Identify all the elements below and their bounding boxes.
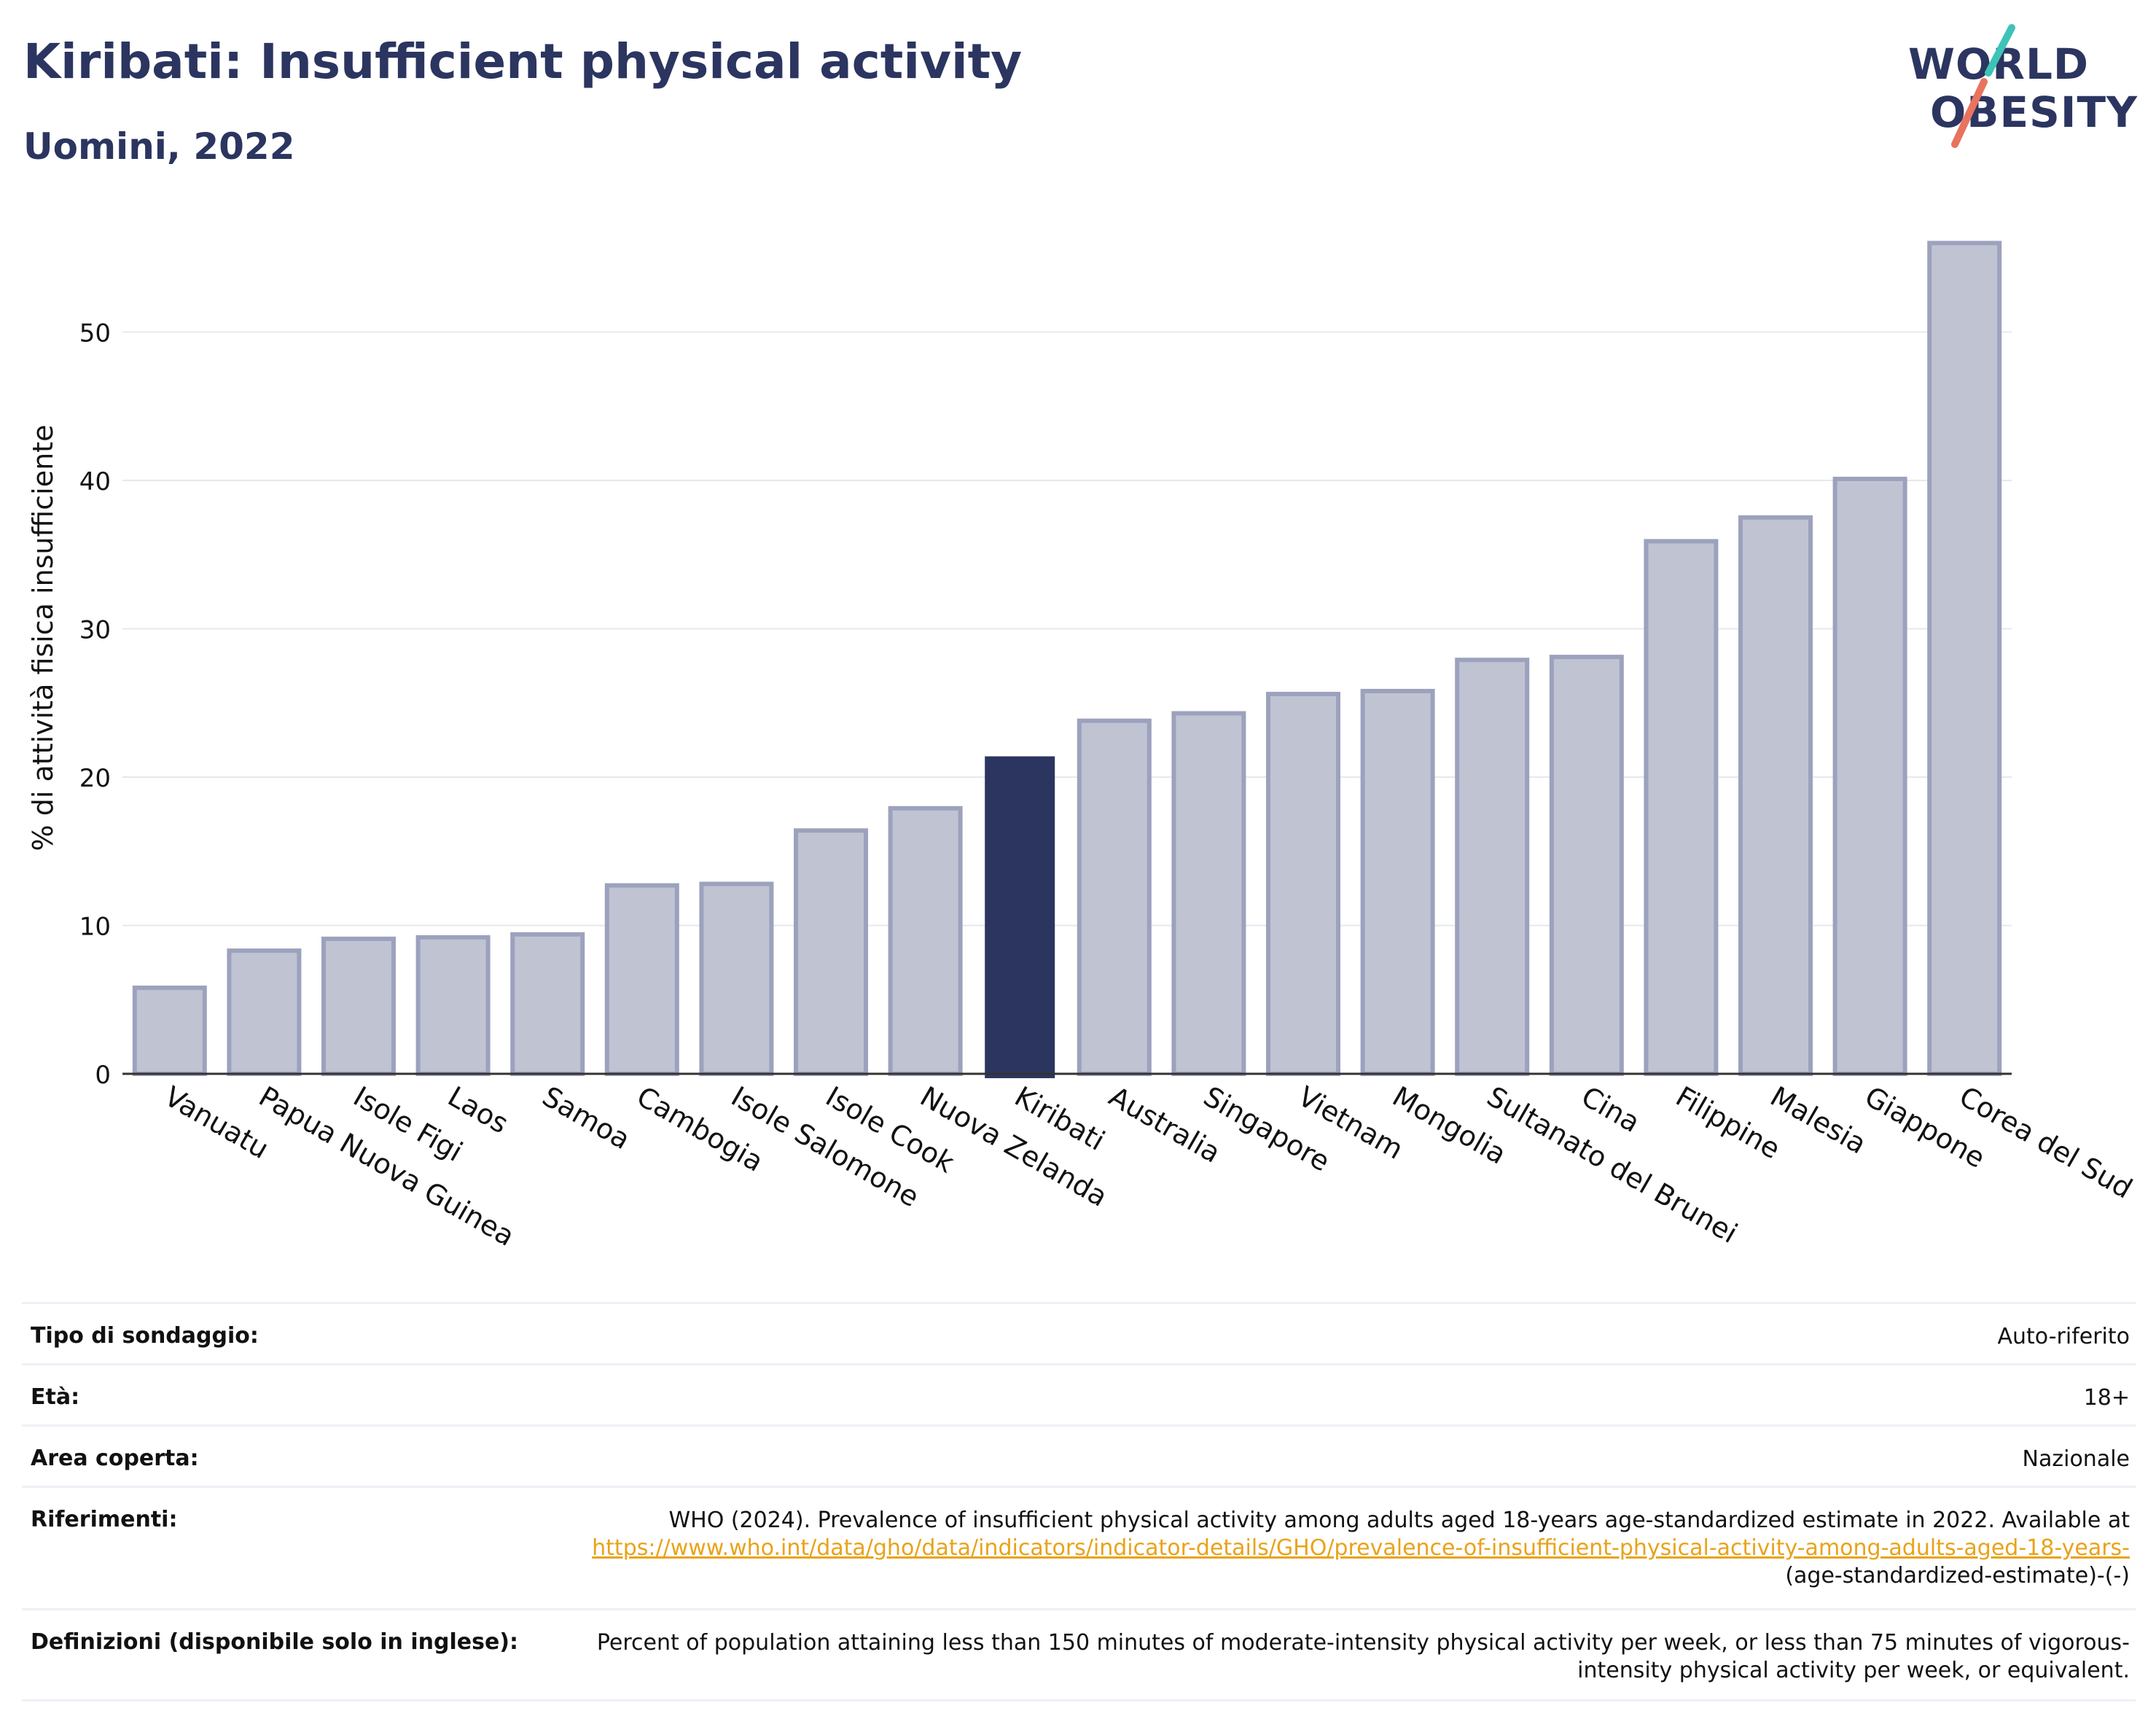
meta-row-definitions: Definizioni (disponibile solo in inglese…	[22, 1608, 2136, 1701]
reference-link[interactable]: https://www.who.int/data/gho/data/indica…	[592, 1535, 2130, 1561]
y-tick-label: 30	[79, 616, 111, 645]
logo-slash-icon	[1951, 24, 2015, 148]
bar-cina	[1549, 655, 1624, 1076]
meta-row-area: Area coperta: Nazionale	[22, 1424, 2136, 1486]
bar-papua-nuova-guinea	[227, 948, 302, 1076]
x-tick-label: Malesia	[1765, 1080, 1872, 1161]
meta-label: Età:	[31, 1384, 80, 1410]
bar-giappone	[1832, 476, 1907, 1076]
y-tick-label: 20	[79, 764, 111, 793]
bar-sultanato-del-brunei	[1455, 658, 1530, 1076]
bar-filippine	[1644, 539, 1719, 1076]
y-tick-label: 40	[79, 467, 111, 496]
y-axis-label: % di attività fisica insufficiente	[27, 425, 59, 851]
meta-label: Definizioni (disponibile solo in inglese…	[31, 1629, 518, 1655]
bar-corea-del-sud	[1927, 241, 2002, 1076]
bar-singapore	[1171, 711, 1246, 1076]
meta-label: Area coperta:	[31, 1446, 199, 1471]
meta-value: 18+	[2083, 1385, 2130, 1411]
x-tick-label: Vanuatu	[159, 1080, 274, 1165]
x-tick-label: Filippine	[1671, 1080, 1786, 1166]
meta-value: Nazionale	[2022, 1446, 2130, 1472]
meta-row-survey-type: Tipo di sondaggio: Auto-riferito	[22, 1302, 2136, 1363]
y-tick-label: 50	[79, 319, 111, 348]
bar-samoa	[510, 932, 585, 1077]
x-tick-label: Cina	[1576, 1080, 1645, 1139]
meta-value: Percent of population attaining less tha…	[596, 1630, 2130, 1683]
metadata-table: Tipo di sondaggio: Auto-riferito Età: 18…	[22, 1302, 2136, 1701]
bar-isole-figi	[321, 936, 396, 1076]
bar-kiribati	[985, 756, 1055, 1078]
y-tick-label: 0	[95, 1061, 111, 1090]
meta-label: Tipo di sondaggio:	[31, 1323, 259, 1349]
meta-row-references: Riferimenti: WHO (2024). Prevalence of i…	[22, 1486, 2136, 1608]
bar-nuova-zelanda	[888, 806, 963, 1076]
bars	[132, 241, 2002, 1078]
bar-malesia	[1738, 515, 1813, 1076]
chart-title: Kiribati: Insufficient physical activity	[23, 34, 1023, 90]
bar-australia	[1077, 718, 1152, 1076]
world-obesity-logo: WORLD OBESITY	[1902, 22, 2143, 153]
meta-value-references: WHO (2024). Prevalence of insufficient p…	[563, 1507, 2136, 1590]
bar-vietnam	[1266, 692, 1340, 1076]
x-tick-label: Samoa	[537, 1080, 636, 1156]
gridlines	[122, 331, 2012, 927]
bar-mongolia	[1360, 688, 1435, 1076]
reference-suffix: (age-standardized-estimate)-(-)	[1785, 1563, 2130, 1588]
bar-cambogia	[604, 883, 679, 1076]
bar-laos	[415, 935, 491, 1077]
logo-slash-coral	[1951, 78, 1988, 148]
chart-subtitle: Uomini, 2022	[23, 125, 295, 168]
meta-row-age: Età: 18+	[22, 1363, 2136, 1424]
bar-isole-cook	[794, 828, 868, 1076]
logo-slash-teal	[1985, 24, 2015, 77]
reference-text: WHO (2024). Prevalence of insufficient p…	[668, 1508, 2130, 1533]
meta-value: Auto-riferito	[1997, 1324, 2130, 1349]
bar-vanuatu	[132, 985, 207, 1076]
meta-label: Riferimenti:	[31, 1507, 178, 1532]
y-tick-label: 10	[79, 913, 111, 942]
bar-isole-salomone	[699, 881, 774, 1077]
